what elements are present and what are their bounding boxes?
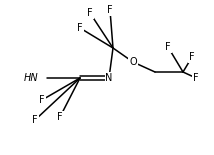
Text: F: F	[32, 115, 38, 125]
Text: F: F	[193, 73, 199, 83]
Text: O: O	[129, 57, 137, 67]
Text: HN: HN	[23, 73, 38, 83]
Text: F: F	[39, 95, 45, 105]
Text: F: F	[189, 52, 195, 62]
Text: F: F	[77, 23, 83, 33]
Text: F: F	[165, 42, 171, 52]
Text: F: F	[57, 112, 63, 122]
Text: N: N	[105, 73, 113, 83]
Text: F: F	[87, 8, 93, 18]
Text: F: F	[107, 5, 113, 15]
